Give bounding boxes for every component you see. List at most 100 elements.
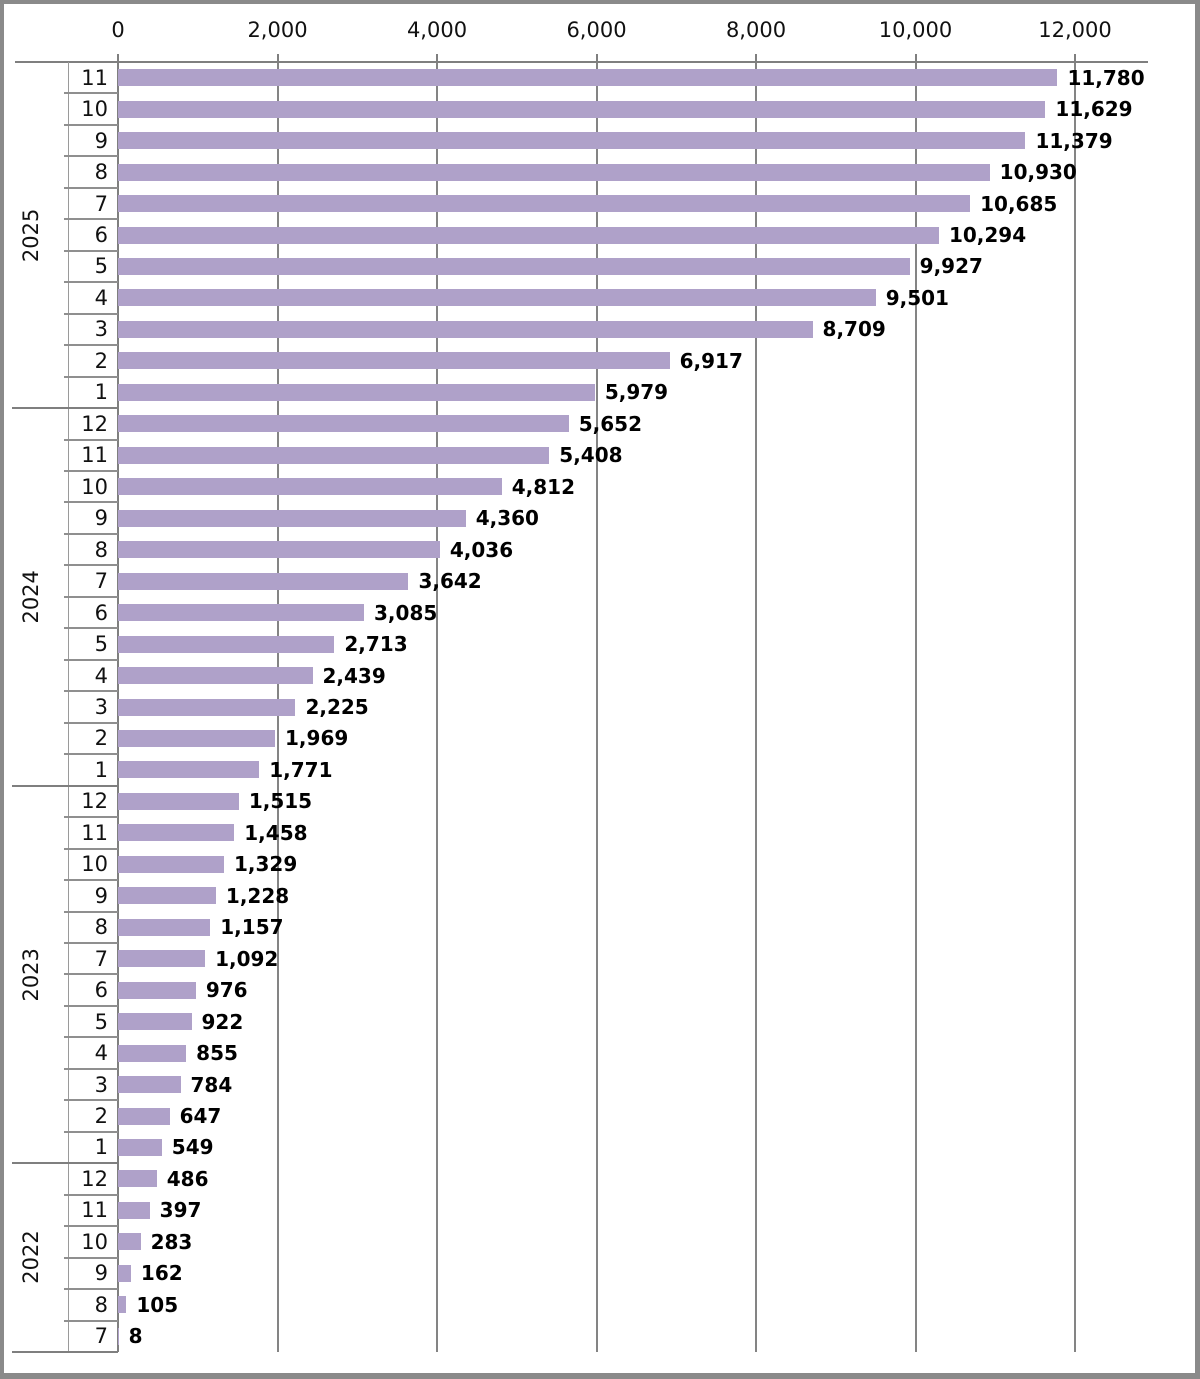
bar: [118, 1076, 181, 1094]
bar-value-label: 283: [150, 1229, 193, 1254]
bar-value-label: 486: [166, 1166, 209, 1191]
bar-value-label: 976: [205, 978, 248, 1003]
month-label: 11: [81, 443, 108, 468]
bar-value-label: 1,458: [244, 820, 308, 845]
bar: [118, 855, 224, 873]
month-label: 1: [94, 380, 108, 405]
month-label: 10: [81, 97, 108, 122]
year-separator-line: [12, 1351, 118, 1353]
bar-value-label: 922: [201, 1009, 244, 1034]
month-label: 5: [94, 254, 108, 279]
month-separator-line: [64, 1036, 118, 1039]
bar-value-label: 11,629: [1055, 97, 1133, 122]
month-label: 5: [94, 632, 108, 657]
bar-value-label: 3,642: [418, 569, 482, 594]
bar-value-label: 1,092: [215, 946, 279, 971]
year-separator-line: [12, 1162, 118, 1165]
month-label: 2: [94, 726, 108, 751]
month-label: 3: [94, 694, 108, 719]
x-tick-label: 10,000: [878, 18, 953, 42]
bar-value-label: 105: [136, 1292, 179, 1317]
bar: [118, 478, 502, 496]
year-label: 2022: [19, 1230, 43, 1285]
month-separator-line: [64, 753, 118, 756]
bar-value-label: 5,408: [559, 443, 623, 468]
bar: [118, 1264, 131, 1282]
bar-value-label: 549: [171, 1135, 214, 1160]
bar: [118, 792, 239, 810]
gridline: [914, 62, 917, 1352]
x-tick-label: 8,000: [725, 18, 787, 42]
bar: [118, 1233, 141, 1251]
bar: [118, 887, 216, 905]
bar: [118, 69, 1058, 87]
month-label: 4: [94, 285, 108, 310]
bar-value-label: 1,969: [285, 726, 349, 751]
month-separator-line: [64, 1193, 118, 1196]
bar: [118, 163, 990, 181]
x-tick-mark: [755, 54, 757, 63]
month-label: 11: [81, 65, 108, 90]
bar-value-label: 6,917: [679, 348, 743, 373]
year-separator-line: [12, 784, 118, 787]
x-tick-label: 2,000: [247, 18, 308, 42]
month-separator-line: [64, 438, 118, 441]
month-label: 7: [94, 1324, 108, 1349]
month-separator-line: [64, 1256, 118, 1259]
bar-value-label: 5,979: [604, 380, 669, 405]
bar-value-label: 11,780: [1067, 65, 1145, 90]
bar-value-label: 10,294: [948, 223, 1027, 248]
month-separator-line: [64, 1067, 118, 1070]
month-separator-line: [64, 375, 118, 378]
bar: [118, 1138, 162, 1156]
x-tick-label: 12,000: [1038, 18, 1112, 42]
month-separator-line: [64, 501, 118, 504]
month-label: 1: [94, 757, 108, 782]
month-separator-line: [64, 1288, 118, 1291]
bar: [118, 667, 313, 685]
x-tick-mark: [117, 54, 119, 63]
month-separator-line: [64, 879, 118, 882]
month-label: 3: [94, 317, 108, 342]
bar: [118, 729, 276, 747]
month-label: 12: [81, 1166, 108, 1191]
bar-value-label: 9,501: [885, 285, 949, 310]
bar: [118, 981, 196, 999]
bar-value-label: 9,927: [919, 254, 983, 279]
bar: [118, 415, 569, 433]
month-separator-line: [64, 658, 118, 661]
month-label: 12: [81, 411, 108, 436]
month-label: 7: [94, 946, 108, 971]
month-label: 9: [94, 128, 108, 153]
month-separator-line: [64, 816, 118, 819]
month-separator-line: [64, 532, 118, 535]
bar-value-label: 784: [190, 1072, 233, 1097]
month-label: 11: [81, 1198, 108, 1223]
month-label: 10: [81, 1229, 108, 1254]
month-label: 10: [81, 474, 108, 499]
bar-value-label: 855: [196, 1041, 238, 1066]
month-label: 11: [81, 820, 108, 845]
month-label: 8: [94, 160, 108, 185]
bar-value-label: 8: [128, 1324, 143, 1349]
month-label: 4: [94, 663, 108, 688]
month-separator-line: [64, 721, 118, 724]
month-label: 6: [94, 223, 108, 248]
month-separator-line: [64, 249, 118, 252]
bar-value-label: 1,157: [220, 915, 284, 940]
month-separator-line: [64, 218, 118, 221]
gridline: [755, 62, 757, 1352]
bar-value-label: 8,709: [822, 317, 886, 342]
bar-value-label: 4,812: [511, 474, 576, 499]
month-separator-line: [64, 564, 118, 567]
bar-value-label: 1,515: [248, 789, 313, 814]
month-label: 9: [94, 883, 108, 908]
month-label: 1: [94, 1135, 108, 1160]
month-label: 8: [94, 915, 108, 940]
month-separator-line: [64, 627, 118, 630]
month-label: 8: [94, 1292, 108, 1317]
month-separator-line: [64, 155, 118, 158]
x-tick-mark: [595, 54, 598, 63]
bar: [118, 1327, 119, 1345]
bar: [118, 132, 1026, 150]
